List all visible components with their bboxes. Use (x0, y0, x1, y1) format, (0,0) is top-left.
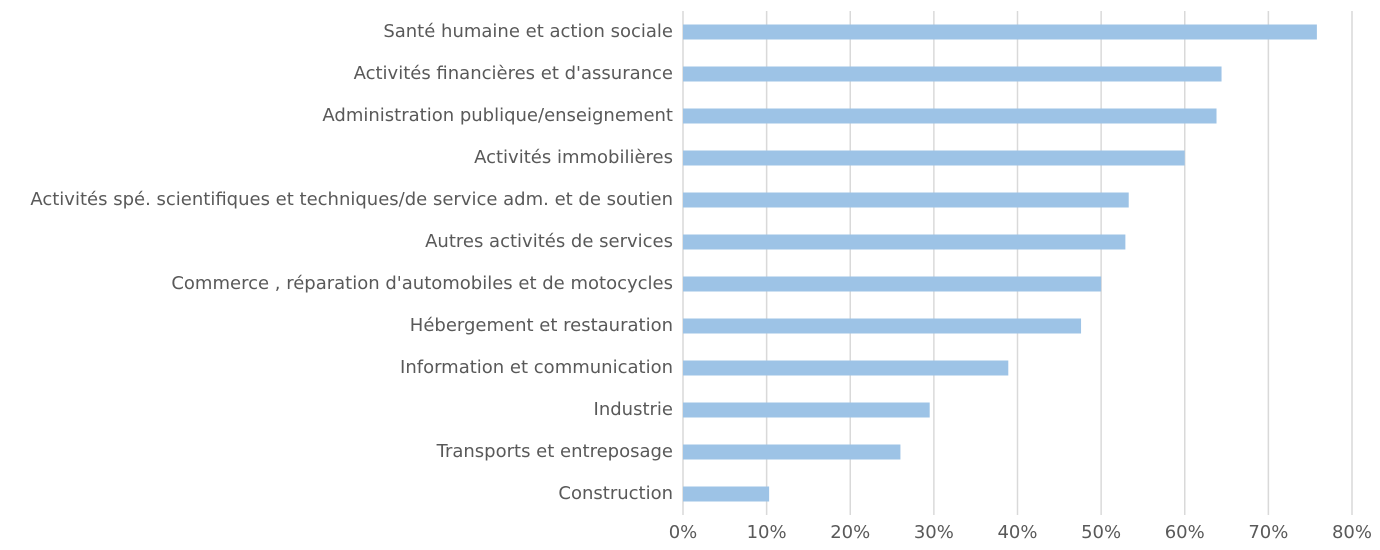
y-tick-label: Activités immobilières (474, 147, 673, 168)
bar (683, 444, 901, 460)
bar (683, 24, 1317, 40)
y-tick-label: Activités financières et d'assurance (354, 63, 673, 84)
y-tick-label: Construction (558, 483, 673, 504)
y-tick-label: Transports et entreposage (436, 441, 673, 462)
x-tick-label: 0% (669, 522, 698, 543)
x-tick-label: 20% (830, 522, 870, 543)
bar (683, 402, 930, 418)
bar (683, 276, 1102, 292)
x-tick-label: 70% (1248, 522, 1288, 543)
x-tick-label: 10% (747, 522, 787, 543)
x-tick-label: 60% (1165, 522, 1205, 543)
bar (683, 486, 770, 502)
y-tick-label: Autres activités de services (425, 231, 673, 252)
y-tick-label: Activités spé. scientifiques et techniqu… (30, 189, 673, 210)
bar (683, 234, 1126, 250)
y-tick-label: Information et communication (400, 357, 673, 378)
bar (683, 66, 1222, 82)
bar (683, 360, 1009, 376)
bar (683, 192, 1129, 208)
x-tick-label: 80% (1332, 522, 1372, 543)
bar (683, 150, 1185, 166)
bar (683, 318, 1082, 334)
x-tick-label: 50% (1081, 522, 1121, 543)
y-tick-label: Hébergement et restauration (410, 315, 673, 336)
y-tick-label: Administration publique/enseignement (322, 105, 673, 126)
x-tick-label: 40% (997, 522, 1037, 543)
y-tick-label: Santé humaine et action sociale (383, 21, 673, 42)
x-tick-label: 30% (914, 522, 954, 543)
y-tick-label: Industrie (594, 399, 673, 420)
bar (683, 108, 1217, 124)
y-tick-label: Commerce , réparation d'automobiles et d… (171, 273, 673, 294)
